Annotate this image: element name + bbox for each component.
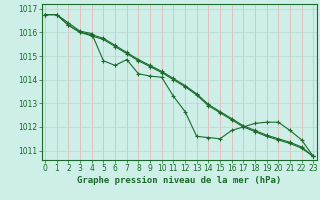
X-axis label: Graphe pression niveau de la mer (hPa): Graphe pression niveau de la mer (hPa) xyxy=(77,176,281,185)
